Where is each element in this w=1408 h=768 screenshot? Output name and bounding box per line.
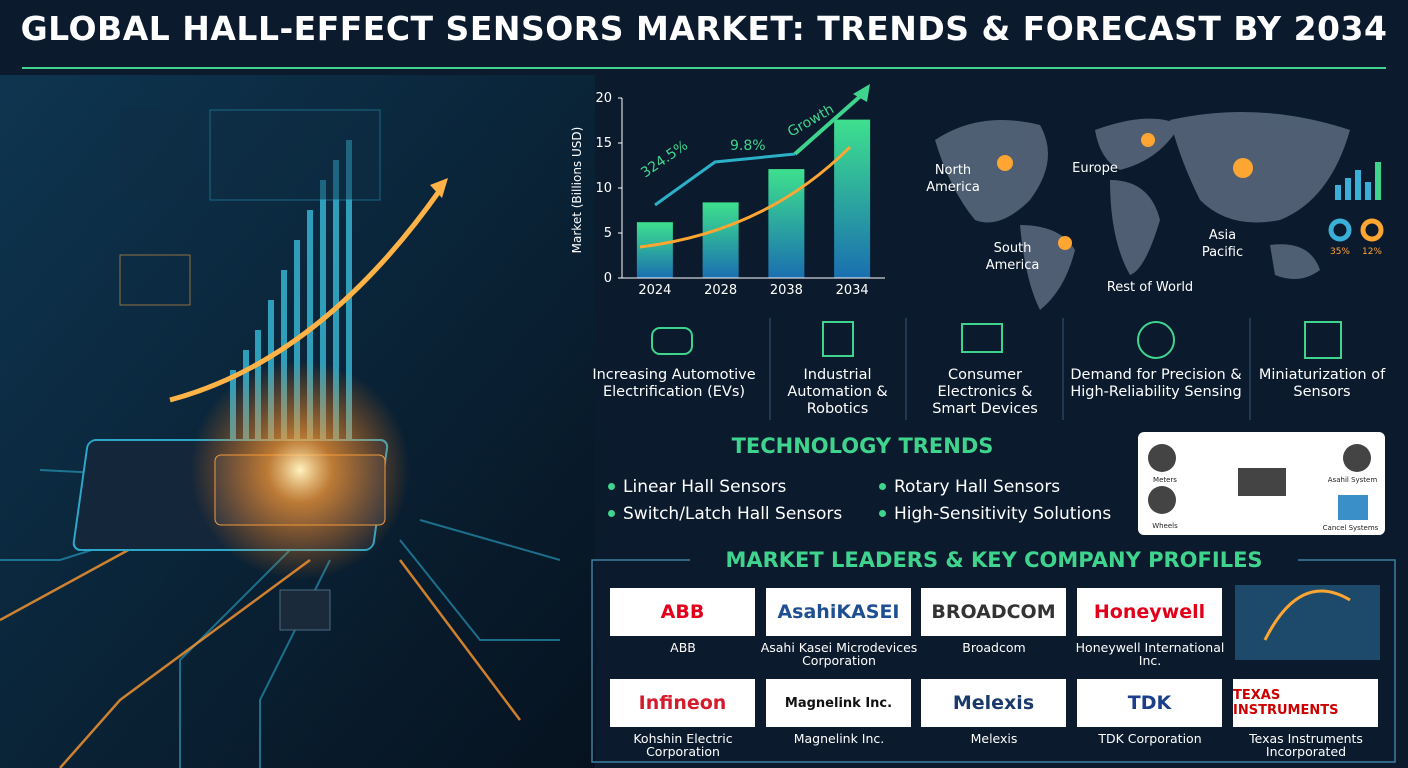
region-label: North America <box>926 163 980 195</box>
company-logo: Infineon <box>610 679 755 727</box>
company-logo: ABB <box>610 588 755 636</box>
y-tick-label: 20 <box>595 91 612 106</box>
x-tick-label: 2038 <box>770 283 803 298</box>
section-title: MARKET LEADERS & KEY COMPANY PROFILES <box>725 548 1263 572</box>
driver: Industrial Automation & Robotics <box>787 367 888 417</box>
annotation: 9.8% <box>730 138 766 154</box>
annotation: 324.5% <box>638 138 691 182</box>
company-name: Magnelink Inc. <box>793 731 885 746</box>
diagram-label: Wheels <box>1152 522 1178 530</box>
driver: Consumer Electronics & Smart Devices <box>932 367 1038 417</box>
diagram-label: Cancel Systems <box>1322 524 1379 532</box>
driver: Miniaturization of Sensors <box>1258 367 1386 400</box>
company-logo: TDK <box>1077 679 1222 727</box>
share-label: 35% <box>1329 247 1350 257</box>
company-name: Kohshin Electric Corporation <box>633 731 733 759</box>
driver: Demand for Precision & High-Reliability … <box>1070 367 1242 400</box>
company-name: Honeywell International Inc. <box>1075 640 1225 668</box>
company-logo: Magnelink Inc. <box>766 679 911 727</box>
trend-item: Switch/Latch Hall Sensors <box>608 504 842 524</box>
bar <box>768 169 805 278</box>
annotation: Growth <box>785 101 837 140</box>
y-tick-label: 0 <box>604 271 612 286</box>
y-tick-label: 5 <box>604 226 612 241</box>
region-label: Rest of World <box>1106 280 1194 295</box>
company-name: Broadcom <box>962 640 1026 655</box>
y-tick-label: 15 <box>595 136 612 151</box>
trend-item: Linear Hall Sensors <box>608 477 786 497</box>
bar <box>702 202 739 278</box>
page-title: GLOBAL HALL-EFFECT SENSORS MARKET: TREND… <box>20 9 1388 48</box>
company-logo: BROADCOM <box>921 588 1066 636</box>
y-axis-label: Market (Billions USD) <box>570 127 584 254</box>
company-name: ABB <box>670 640 696 655</box>
diagram-label: Meters <box>1153 476 1177 484</box>
company-logo: TEXAS INSTRUMENTS <box>1233 679 1378 727</box>
company-name: Texas Instruments Incorporated <box>1249 731 1363 759</box>
trend-item: High-Sensitivity Solutions <box>879 504 1111 524</box>
driver: Increasing Automotive Electrification (E… <box>592 367 756 400</box>
company-name: Melexis <box>970 731 1018 746</box>
region-label: Europe <box>1072 161 1118 176</box>
trend-item: Rotary Hall Sensors <box>879 477 1060 497</box>
company-logo: Honeywell <box>1077 588 1222 636</box>
x-tick-label: 2028 <box>704 283 737 298</box>
diagram-label: Asahil System <box>1327 476 1378 484</box>
region-label: South America <box>985 241 1040 273</box>
region-label: Asia Pacific <box>1201 228 1244 260</box>
company-logo: Melexis <box>921 679 1066 727</box>
section-title: TECHNOLOGY TRENDS <box>731 434 994 458</box>
company-name: Asahi Kasei Microdevices Corporation <box>760 640 918 668</box>
share-label: 12% <box>1361 247 1382 257</box>
company-logo: AsahiKASEI <box>766 588 911 636</box>
x-tick-label: 2034 <box>836 283 869 298</box>
market-chart: Market (Billions USD) 2034 2038 2028 2024 20… <box>570 84 885 298</box>
bar <box>636 222 673 278</box>
x-tick-label: 2024 <box>638 283 671 298</box>
company-name: TDK Corporation <box>1098 731 1202 746</box>
y-tick-label: 10 <box>595 181 612 196</box>
bar <box>834 119 871 278</box>
